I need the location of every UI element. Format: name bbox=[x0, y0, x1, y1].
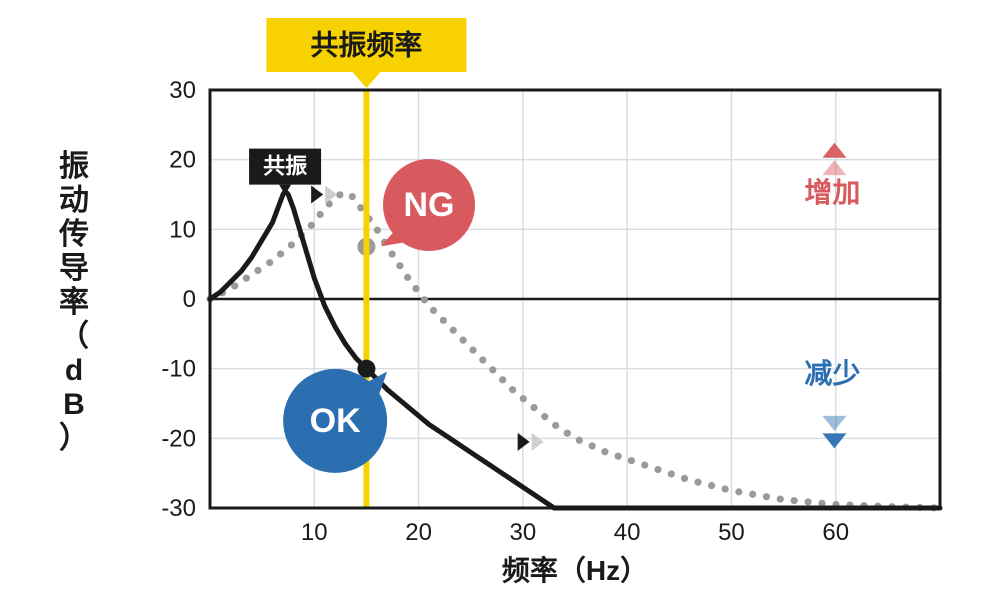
vibration-transmissibility-chart: 共振频率共振 NG OK 增加减少 10 20 30 40 50 60 -30 -20 -10 0 10 20… bbox=[0, 0, 988, 600]
svg-text:OK: OK bbox=[310, 402, 361, 440]
svg-text:共振频率: 共振频率 bbox=[310, 28, 422, 60]
svg-text:动: 动 bbox=[59, 184, 89, 217]
svg-text:-20: -20 bbox=[161, 425, 196, 452]
svg-text:10: 10 bbox=[169, 216, 196, 243]
svg-text:振: 振 bbox=[59, 150, 89, 183]
svg-text:共振: 共振 bbox=[263, 153, 307, 178]
svg-text:d: d bbox=[65, 354, 83, 387]
svg-text:50: 50 bbox=[718, 519, 745, 546]
svg-text:减少: 减少 bbox=[804, 358, 860, 389]
svg-text:0: 0 bbox=[183, 286, 196, 313]
svg-text:20: 20 bbox=[169, 147, 196, 174]
svg-text:导: 导 bbox=[59, 252, 89, 285]
svg-text:-30: -30 bbox=[161, 495, 196, 522]
svg-text:频率（Hz）: 频率（Hz） bbox=[502, 554, 648, 586]
svg-text:30: 30 bbox=[510, 519, 537, 546]
svg-text:30: 30 bbox=[169, 77, 196, 104]
svg-text:60: 60 bbox=[822, 519, 849, 546]
svg-text:40: 40 bbox=[614, 519, 641, 546]
svg-text:传: 传 bbox=[58, 218, 89, 251]
svg-text:增加: 增加 bbox=[804, 177, 860, 208]
svg-text:B: B bbox=[63, 388, 85, 421]
svg-text:10: 10 bbox=[301, 519, 328, 546]
svg-text:率: 率 bbox=[59, 286, 89, 319]
svg-text:（: （ bbox=[59, 319, 89, 353]
svg-text:-10: -10 bbox=[161, 356, 196, 383]
svg-text:20: 20 bbox=[405, 519, 432, 546]
svg-text:NG: NG bbox=[404, 186, 455, 224]
svg-text:）: ） bbox=[59, 421, 89, 455]
